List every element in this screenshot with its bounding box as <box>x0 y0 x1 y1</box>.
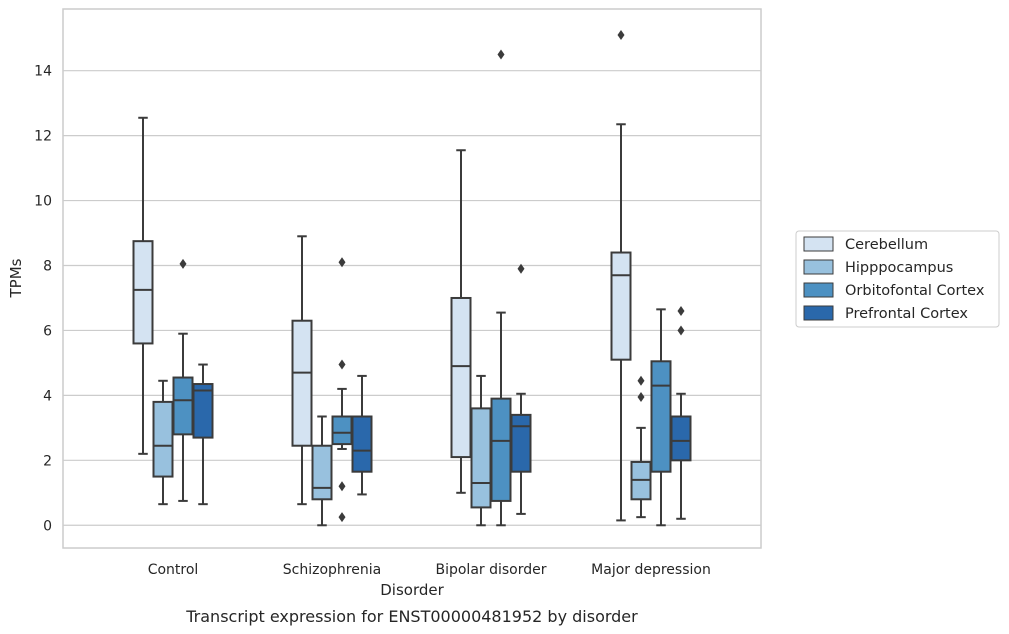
y-axis-ticks: 0 2 4 6 8 10 12 14 <box>34 64 52 535</box>
outlier-point <box>677 325 685 336</box>
box-iqr <box>470 407 492 509</box>
box-prefrontal-cortex-2 <box>510 263 532 515</box>
outlier-point <box>617 29 625 40</box>
outlier-point <box>517 263 525 274</box>
x-tick-label: Control <box>148 562 199 578</box>
outlier-point <box>338 359 346 370</box>
outlier-point <box>637 375 645 386</box>
x-axis-label: Disorder <box>380 581 444 599</box>
box-iqr <box>331 415 353 446</box>
box-cerebellum-2 <box>450 149 472 494</box>
y-tick-label: 14 <box>34 64 52 80</box>
box-iqr <box>670 415 692 462</box>
x-tick-label: Major depression <box>591 562 711 578</box>
box-hipppocampus-2 <box>470 374 492 527</box>
box-orbitofontal-cortex-0 <box>172 258 194 502</box>
box-iqr <box>172 376 194 436</box>
box-iqr <box>610 251 632 361</box>
y-axis-label: TPMs <box>7 258 25 298</box>
box-cerebellum-3 <box>610 29 632 522</box>
y-tick-label: 4 <box>43 388 52 404</box>
x-tick-label: Bipolar disorder <box>435 562 546 578</box>
x-tick-label: Schizophrenia <box>283 562 381 578</box>
x-axis-ticks: Control Schizophrenia Bipolar disorder Majo… <box>148 562 711 578</box>
box-cerebellum-1 <box>291 235 313 506</box>
box-prefrontal-cortex-1 <box>351 374 373 496</box>
y-tick-label: 12 <box>34 129 52 145</box>
y-tick-label: 0 <box>43 518 52 534</box>
box-prefrontal-cortex-0 <box>192 363 214 506</box>
legend-swatch <box>803 236 834 252</box>
legend-entry: Hipppocampus <box>845 260 953 276</box>
box-iqr <box>291 319 313 447</box>
outlier-point <box>179 258 187 269</box>
legend-swatch <box>803 305 834 321</box>
legend-entry: Orbitofontal Cortex <box>845 283 985 299</box>
outlier-point <box>497 49 505 60</box>
box-hipppocampus-3 <box>630 375 652 519</box>
box-orbitofontal-cortex-2 <box>490 49 512 527</box>
box-iqr <box>132 240 154 345</box>
outlier-point <box>677 305 685 316</box>
box-iqr <box>152 400 174 478</box>
legend-entry: Prefrontal Cortex <box>845 306 968 322</box>
box-prefrontal-cortex-3 <box>670 305 692 520</box>
chart-caption: Transcript expression for ENST0000048195… <box>185 607 638 626</box>
box-hipppocampus-0 <box>152 379 174 506</box>
outlier-point <box>338 512 346 523</box>
legend-entry: Cerebellum <box>845 237 928 253</box>
box-iqr <box>351 415 373 473</box>
outlier-point <box>637 392 645 403</box>
box-iqr <box>450 296 472 459</box>
outlier-point <box>338 481 346 492</box>
legend-swatch <box>803 259 834 275</box>
box-series <box>132 29 692 527</box>
y-tick-label: 8 <box>43 259 52 275</box>
y-tick-label: 6 <box>43 323 52 339</box>
box-orbitofontal-cortex-3 <box>650 308 672 527</box>
legend-swatch <box>803 282 834 298</box>
outlier-point <box>338 257 346 268</box>
legend-frame <box>795 230 1000 328</box>
box-iqr <box>311 444 333 501</box>
legend: Cerebellum Hipppocampus Orbitofontal Corte… <box>795 230 1000 328</box>
box-hipppocampus-1 <box>311 415 333 527</box>
plot-frame <box>62 8 762 549</box>
y-tick-label: 10 <box>34 194 52 210</box>
box-iqr <box>192 383 214 439</box>
box-iqr <box>510 413 532 473</box>
box-iqr <box>490 397 512 502</box>
box-orbitofontal-cortex-1 <box>331 257 353 523</box>
box-cerebellum-0 <box>132 116 154 455</box>
y-tick-label: 2 <box>43 453 52 469</box>
box-iqr <box>650 360 672 473</box>
